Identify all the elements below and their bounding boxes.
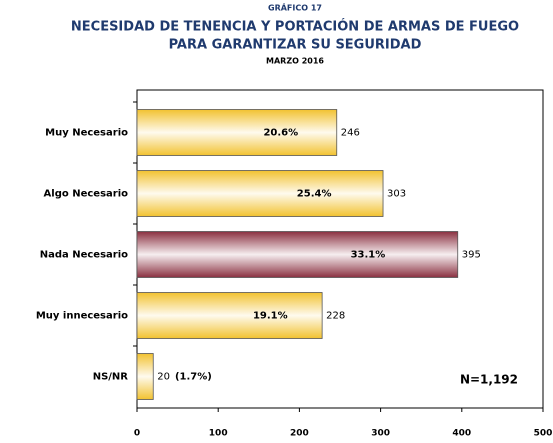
percent-label: 25.4% <box>297 189 332 200</box>
bar <box>136 292 323 339</box>
y-tick-label: Muy innecesario <box>36 311 128 322</box>
chart-title: NECESIDAD DE TENENCIA Y PORTACIÓN DE ARM… <box>71 19 519 35</box>
x-tick-label: 500 <box>534 429 553 439</box>
x-tick-label: 200 <box>290 429 309 439</box>
percent-label: 33.1% <box>351 250 386 261</box>
x-tick-label: 400 <box>452 429 471 439</box>
x-tick-label: 300 <box>371 429 390 439</box>
y-tick-label: Muy Necesario <box>45 128 128 139</box>
value-label: 303 <box>387 189 406 200</box>
bar <box>136 109 338 156</box>
chart-kicker: GRÁFICO 17 <box>268 2 322 13</box>
value-label: 228 <box>326 311 345 322</box>
bar <box>136 170 384 217</box>
percent-label: 20.6% <box>263 128 298 139</box>
x-tick-label: 100 <box>209 429 228 439</box>
y-tick-label: Nada Necesario <box>40 250 128 261</box>
value-label: 246 <box>341 128 360 139</box>
bar <box>136 353 154 400</box>
y-tick-label: Algo Necesario <box>44 189 129 200</box>
x-tick-label: 0 <box>134 429 140 439</box>
bar <box>136 231 459 278</box>
annotation: N=1,192 <box>460 373 518 387</box>
chart-title: PARA GARANTIZAR SU SEGURIDAD <box>169 38 422 53</box>
chart-subtitle: MARZO 2016 <box>266 57 324 66</box>
y-tick-label: NS/NR <box>93 372 129 383</box>
percent-label: 19.1% <box>253 311 288 322</box>
percent-label: (1.7%) <box>175 372 212 383</box>
value-label: 395 <box>462 250 481 261</box>
value-label: 20 <box>157 372 170 383</box>
